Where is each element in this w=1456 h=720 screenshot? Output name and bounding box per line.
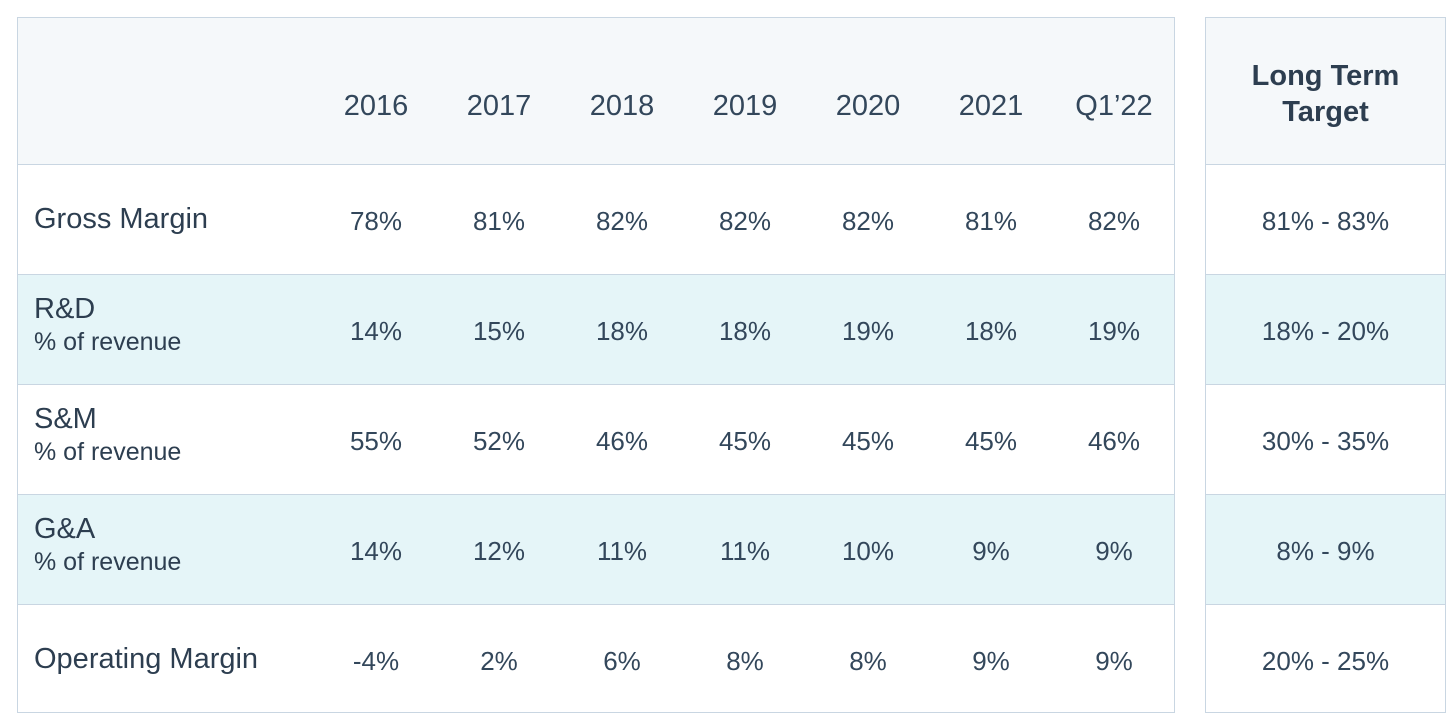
column-header: 2021 — [958, 90, 1024, 122]
table-cell: 46% — [1087, 426, 1141, 456]
table-cell: 82% — [718, 206, 772, 236]
target-header-line: Target — [1282, 96, 1369, 128]
table-cell: 82% — [595, 206, 649, 236]
table-row: Gross Margin 78% 81% 82% 82% 82% 81% 82% — [18, 165, 1174, 275]
table-cell: 78% — [349, 206, 403, 236]
table-cell: 82% — [841, 206, 895, 236]
table-cell: 12% — [472, 536, 526, 566]
target-cell: 20% - 25% — [1261, 646, 1390, 676]
column-header: 2018 — [589, 90, 655, 122]
target-cell: 8% - 9% — [1276, 536, 1375, 566]
table-cell: 19% — [1087, 316, 1141, 346]
row-sublabel: % of revenue — [34, 328, 182, 356]
metrics-table: 2016 2017 2018 2019 2020 2021 Q1’22 Gros… — [17, 17, 1175, 713]
table-cell: 81% — [964, 206, 1018, 236]
row-sublabel: % of revenue — [34, 548, 182, 576]
table-cell: 45% — [718, 426, 772, 456]
target-row: 20% - 25% — [1206, 605, 1445, 712]
table-cell: 2% — [480, 646, 518, 676]
table-cell: 6% — [603, 646, 641, 676]
table-cell: 9% — [972, 536, 1010, 566]
table-cell: 9% — [1095, 536, 1133, 566]
long-term-target-table: Long Term Target 81% - 83% 18% - 20% 30%… — [1205, 17, 1446, 713]
column-header: Q1’22 — [1075, 90, 1153, 122]
table-cell: 14% — [349, 316, 403, 346]
column-header: 2019 — [712, 90, 778, 122]
table-row: R&D % of revenue 14% 15% 18% 18% 19% 18%… — [18, 275, 1174, 385]
target-cell: 81% - 83% — [1261, 206, 1390, 236]
table-cell: 8% — [726, 646, 764, 676]
column-header: 2017 — [466, 90, 532, 122]
row-label: Gross Margin — [34, 203, 209, 235]
table-cell: 45% — [964, 426, 1018, 456]
target-cell: 30% - 35% — [1261, 426, 1390, 456]
table-header: 2016 2017 2018 2019 2020 2021 Q1’22 — [18, 18, 1174, 165]
table-cell: 81% — [472, 206, 526, 236]
table-row: G&A % of revenue 14% 12% 11% 11% 10% 9% … — [18, 495, 1174, 605]
target-cell: 18% - 20% — [1261, 316, 1390, 346]
table-cell: 9% — [1095, 646, 1133, 676]
table-row: Operating Margin -4% 2% 6% 8% 8% 9% 9% — [18, 605, 1174, 712]
table-cell: 15% — [472, 316, 526, 346]
table-cell: 18% — [718, 316, 772, 346]
target-header: Long Term Target — [1206, 18, 1445, 165]
table-cell: -4% — [352, 646, 400, 676]
table-cell: 9% — [972, 646, 1010, 676]
target-header-line: Long Term — [1251, 60, 1400, 92]
row-label: G&A — [34, 513, 96, 545]
table-cell: 46% — [595, 426, 649, 456]
table-cell: 11% — [719, 536, 771, 566]
row-label: Operating Margin — [34, 643, 259, 675]
column-header: 2020 — [835, 90, 901, 122]
row-label: S&M — [34, 403, 97, 435]
target-row: 30% - 35% — [1206, 385, 1445, 495]
target-row: 8% - 9% — [1206, 495, 1445, 605]
column-header: 2016 — [343, 90, 409, 122]
table-cell: 8% — [849, 646, 887, 676]
table-cell: 18% — [964, 316, 1018, 346]
target-row: 18% - 20% — [1206, 275, 1445, 385]
target-row: 81% - 83% — [1206, 165, 1445, 275]
table-cell: 14% — [349, 536, 403, 566]
table-cell: 11% — [596, 536, 648, 566]
target-header-title: Long Term Target — [1206, 58, 1445, 130]
table-cell: 55% — [349, 426, 403, 456]
table-cell: 52% — [472, 426, 526, 456]
row-label: R&D — [34, 293, 96, 325]
row-sublabel: % of revenue — [34, 438, 182, 466]
table-cell: 82% — [1087, 206, 1141, 236]
table-cell: 10% — [841, 536, 895, 566]
table-cell: 19% — [841, 316, 895, 346]
table-row: S&M % of revenue 55% 52% 46% 45% 45% 45%… — [18, 385, 1174, 495]
table-cell: 18% — [595, 316, 649, 346]
table-cell: 45% — [841, 426, 895, 456]
